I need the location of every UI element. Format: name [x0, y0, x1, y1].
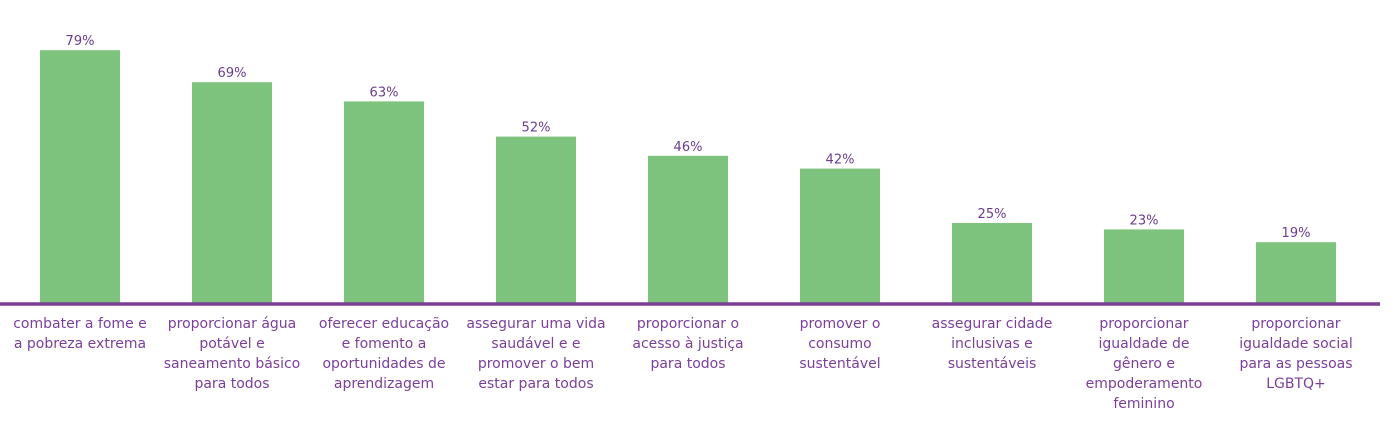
x-tick-label-line: a pobreza extrema — [14, 336, 146, 352]
x-tick-label-line: igualdade social — [1239, 336, 1352, 352]
x-tick-label-line: proporcionar água — [168, 316, 297, 332]
x-tick-label-line: proporcionar — [1099, 316, 1188, 332]
x-tick-label: oferecer educação e fomento a oportunidade… — [319, 316, 449, 392]
bar — [1104, 229, 1184, 303]
data-label: 42% — [826, 153, 855, 168]
data-label: 69% — [218, 66, 247, 81]
x-tick-label-line: gênero e — [1113, 356, 1175, 372]
x-tick-label-line: proporcionar — [1251, 316, 1340, 332]
x-tick-label-line: para todos — [194, 376, 269, 392]
x-tick-label-line: para todos — [650, 356, 725, 372]
x-tick-label-line: oferecer educação — [319, 316, 449, 332]
x-tick-label: combater a fome e a pobreza extrema — [13, 316, 147, 352]
x-tick-label-line: consumo — [808, 336, 872, 352]
x-tick-label-line: empoderamento — [1086, 376, 1203, 392]
x-tick-label-line: combater a fome e — [13, 316, 147, 332]
bar — [800, 168, 880, 303]
x-tick-label-line: LGBTQ+ — [1266, 376, 1326, 392]
bar — [1256, 242, 1336, 303]
data-label: 23% — [1130, 213, 1159, 228]
x-tick-label-line: acesso à justiça — [632, 336, 743, 352]
x-tick-label-line: potável e — [199, 336, 264, 352]
x-tick-label-line: para as pessoas — [1239, 356, 1352, 372]
x-tick-label: proporcionar igualdade de gênero e empodera… — [1086, 316, 1203, 412]
bar — [40, 50, 120, 304]
bar — [192, 82, 272, 303]
x-tick-label: proporcionar igualdade social para as pess… — [1239, 316, 1352, 392]
data-label: 25% — [978, 207, 1007, 222]
data-label: 63% — [370, 85, 399, 100]
x-tick-label-line: saneamento básico — [164, 356, 300, 372]
x-tick-label: promover o consumo sustentável — [799, 316, 880, 372]
x-tick-label-line: promover o bem — [478, 356, 594, 372]
x-tick-label: proporcionar água potável e saneamento bás… — [164, 316, 300, 392]
bar — [496, 136, 576, 303]
bar — [952, 223, 1032, 303]
data-label: 46% — [674, 140, 703, 155]
x-tick-label-line: proporcionar o — [637, 316, 739, 332]
x-tick-label-line: inclusivas e — [951, 336, 1033, 352]
x-tick-label-line: sustentáveis — [948, 356, 1037, 372]
x-tick-label-line: feminino — [1113, 396, 1174, 412]
x-tick-label-line: aprendizagem — [334, 376, 434, 392]
x-tick-label-line: oportunidades de — [322, 356, 445, 372]
x-tick-label: assegurar uma vida saudável e e promover o… — [466, 316, 605, 392]
bar — [344, 101, 424, 304]
data-label: 79% — [66, 34, 95, 49]
x-tick-label-line: igualdade de — [1098, 336, 1189, 352]
data-label: 19% — [1282, 226, 1311, 241]
x-tick-label-line: saudável e e — [491, 336, 580, 352]
bar — [648, 155, 728, 303]
x-tick-label-line: promover o — [800, 316, 881, 332]
x-tick-label-line: e fomento a — [342, 336, 427, 352]
x-tick-label-line: assegurar cidade — [932, 316, 1053, 332]
data-label: 52% — [522, 121, 551, 136]
x-tick-label-line: sustentável — [799, 356, 880, 372]
x-tick-label-line: estar para todos — [478, 376, 593, 392]
x-tick-label: proporcionar o acesso à justiça para todos — [632, 316, 743, 372]
x-tick-label-line: assegurar uma vida — [466, 316, 605, 332]
x-tick-label: assegurar cidade inclusivas e sustentáveis — [932, 316, 1053, 372]
